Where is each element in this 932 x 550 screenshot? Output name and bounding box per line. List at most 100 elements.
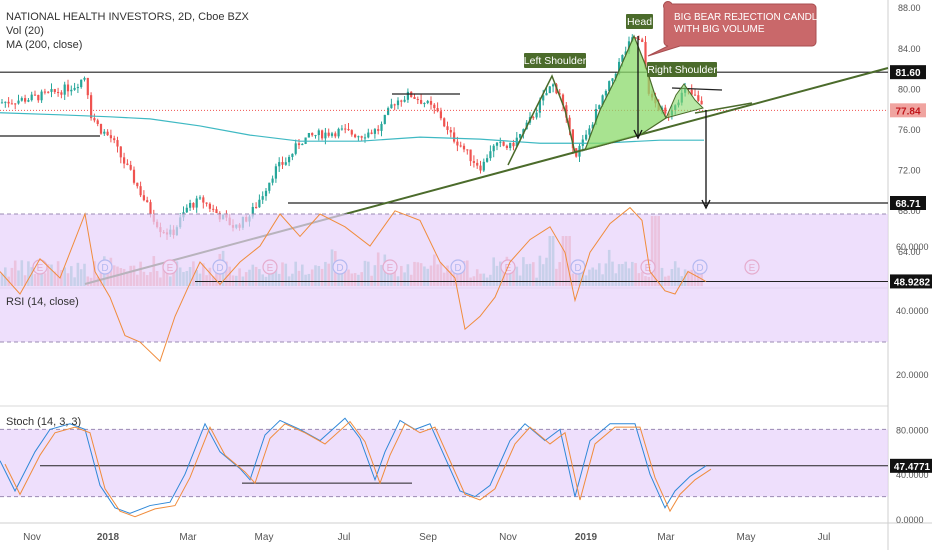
candle-body — [278, 162, 281, 167]
time-tick-label: Nov — [499, 532, 517, 543]
candle-body — [327, 132, 330, 136]
candle-body — [314, 135, 317, 137]
candle-body — [311, 133, 314, 136]
candle-body — [380, 123, 383, 131]
candle-body — [255, 206, 258, 208]
candle-body — [545, 93, 548, 96]
left-shoulder-label-box — [524, 53, 586, 68]
candle-body — [66, 84, 70, 92]
right-shoulder-fill — [665, 83, 704, 119]
candle-body — [594, 109, 598, 125]
candle-body — [261, 196, 264, 200]
candle-body — [109, 135, 112, 139]
candle-body — [621, 55, 624, 62]
candle-body — [472, 161, 475, 163]
candle-body — [24, 98, 27, 102]
candle-body — [591, 124, 594, 129]
candle-body — [561, 94, 565, 106]
candle-body — [426, 100, 429, 104]
candle-body — [416, 99, 419, 101]
candle-body — [205, 202, 208, 204]
candle-body — [383, 114, 386, 124]
candle-body — [60, 92, 63, 95]
candle-body — [142, 195, 145, 201]
rsi-tick-label: 40.0000 — [896, 306, 929, 316]
candle-body — [644, 41, 647, 68]
candle-body — [83, 77, 86, 80]
candle-body — [509, 142, 512, 149]
candle-body — [495, 142, 499, 146]
candle-body — [489, 151, 492, 159]
rsi-value-label: 48.9282 — [894, 277, 931, 288]
candle-body — [413, 97, 416, 100]
stoch-value-label: 47.4771 — [894, 462, 931, 473]
candle-body — [317, 130, 320, 136]
stoch-legend: Stoch (14, 3, 3) — [6, 415, 81, 429]
time-tick-label: Sep — [419, 532, 437, 543]
head-label-box — [626, 14, 653, 29]
candle-body — [37, 94, 40, 101]
volume-legend[interactable]: Vol (20) — [6, 25, 44, 37]
candle-body — [14, 103, 17, 105]
stoch-tick-label: 80.0000 — [896, 425, 929, 435]
candle-body — [479, 165, 482, 171]
candle-body — [367, 132, 370, 138]
candle-body — [301, 143, 304, 146]
price-label: 77.84 — [895, 106, 920, 117]
candle-body — [70, 89, 73, 92]
candle-body — [347, 129, 350, 131]
candle-body — [439, 111, 442, 119]
time-tick-label: Jul — [818, 532, 831, 543]
candle-body — [502, 141, 505, 146]
candle-body — [57, 92, 60, 94]
candle-body — [350, 130, 353, 135]
candle-body — [611, 78, 614, 82]
rsi-legend: RSI (14, close) — [6, 295, 79, 309]
candle-body — [90, 95, 93, 119]
candle-body — [33, 94, 37, 96]
stoch-title[interactable]: Stoch (14, 3, 3) — [6, 416, 82, 428]
candle-body — [476, 162, 479, 166]
candle-body — [215, 209, 218, 214]
stoch-band — [0, 429, 888, 497]
stoch-tick-label: 40.0000 — [896, 470, 929, 480]
candle-body — [132, 169, 136, 183]
callout-line-2: WITH BIG VOLUME — [674, 24, 765, 35]
candle-body — [185, 207, 188, 213]
candle-body — [10, 103, 13, 105]
candle-body — [146, 200, 149, 203]
rsi-tick-label: 60.0000 — [896, 242, 929, 252]
candle-body — [614, 73, 617, 79]
time-tick-label: Mar — [179, 532, 197, 543]
candle-body — [86, 77, 89, 96]
candle-body — [126, 163, 129, 165]
candle-body — [373, 129, 376, 134]
target-arrowhead — [701, 199, 711, 210]
rsi-title[interactable]: RSI (14, close) — [6, 296, 79, 308]
ma-legend[interactable]: MA (200, close) — [6, 39, 83, 51]
symbol-title[interactable]: NATIONAL HEALTH INVESTORS, 2D, Cboe BZX — [6, 11, 249, 23]
time-tick-label: May — [737, 532, 756, 543]
stoch-d-line — [4, 420, 712, 518]
candle-body — [598, 105, 601, 110]
candle-body — [195, 198, 198, 208]
candle-body — [99, 123, 103, 134]
candle-body — [393, 104, 396, 106]
candle-body — [30, 94, 33, 101]
candle-body — [466, 149, 469, 151]
left-shoulder-label: Left Shoulder — [524, 55, 587, 67]
candle-body — [40, 91, 43, 101]
candle-body — [558, 93, 561, 95]
candle-body — [604, 91, 607, 96]
candle-body — [119, 146, 122, 158]
candle-body — [198, 197, 202, 199]
candle-body — [136, 182, 139, 187]
candle-body — [585, 134, 588, 140]
candle-body — [456, 141, 459, 146]
right-shoulder-label: Right Shoulder — [647, 64, 717, 76]
right-shoulder-label-box — [647, 62, 717, 77]
candle-body — [297, 143, 301, 146]
candle-body — [106, 131, 109, 136]
